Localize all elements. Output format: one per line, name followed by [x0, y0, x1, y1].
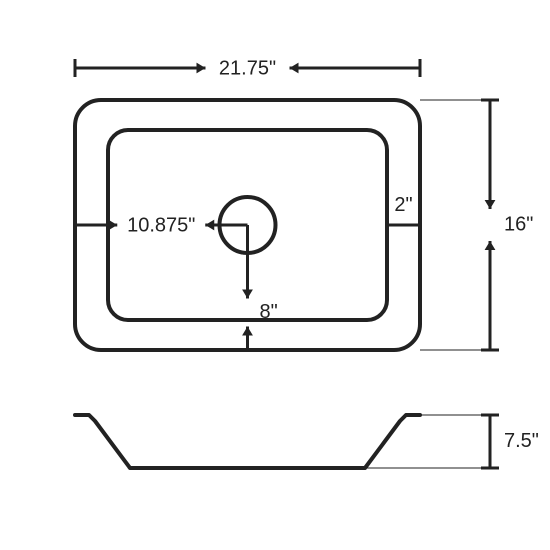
dim-half-width: 10.875" — [127, 214, 195, 236]
dim-depth: 7.5" — [504, 430, 539, 452]
dim-overall-width: 21.75" — [219, 57, 276, 79]
arrowhead — [197, 63, 206, 74]
arrowhead — [205, 220, 214, 231]
arrowhead — [108, 220, 117, 231]
arrowhead — [290, 63, 299, 74]
dim-rim: 2" — [394, 194, 412, 216]
arrowhead — [485, 200, 496, 209]
dim-drain-to-bottom: 8" — [260, 301, 278, 323]
dim-overall-height: 16" — [504, 213, 533, 235]
arrowhead — [485, 241, 496, 250]
sink-side-profile — [75, 415, 420, 468]
arrowhead — [242, 290, 253, 299]
technical-drawing: 21.75" 16" 2" 10.875" 8" 7.5" — [0, 0, 550, 550]
arrowhead — [242, 327, 253, 336]
